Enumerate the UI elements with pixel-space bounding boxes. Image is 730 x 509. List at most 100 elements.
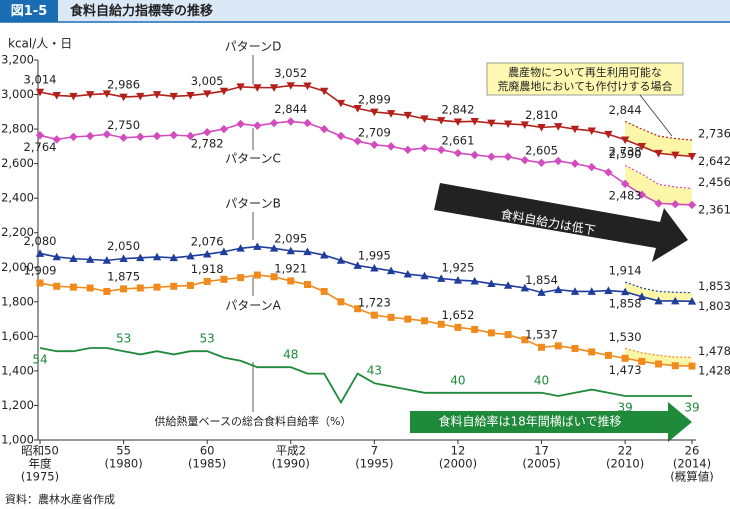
- marker: [570, 287, 580, 295]
- marker: [153, 283, 161, 291]
- marker: [236, 119, 245, 129]
- marker: [620, 136, 630, 144]
- x-tick-label: (2014): [673, 457, 711, 471]
- marker: [554, 342, 562, 350]
- marker: [220, 275, 228, 283]
- value-label: 2,361: [698, 202, 730, 216]
- marker: [103, 287, 111, 295]
- marker: [421, 317, 429, 325]
- marker: [337, 298, 345, 306]
- value-label: 53: [116, 332, 131, 346]
- value-label: 2,738: [609, 144, 642, 158]
- value-label: 3,005: [191, 74, 224, 88]
- marker: [85, 91, 95, 99]
- marker: [671, 200, 680, 209]
- marker: [202, 249, 212, 258]
- marker: [287, 277, 295, 285]
- value-label: 2,080: [24, 234, 57, 248]
- title-bar: [0, 0, 730, 22]
- title-badge: [0, 0, 58, 22]
- value-label: 1,925: [441, 261, 474, 275]
- capacity-arrow: [434, 183, 688, 262]
- marker: [85, 255, 95, 263]
- marker: [520, 155, 530, 165]
- value-label: 2,456: [698, 175, 730, 189]
- value-label: 1,478: [698, 344, 730, 358]
- marker: [570, 125, 580, 134]
- marker: [671, 151, 680, 160]
- marker: [303, 247, 312, 256]
- marker: [253, 242, 262, 250]
- upper-line: [624, 120, 693, 141]
- upper-line: [624, 164, 693, 190]
- marker: [102, 90, 112, 98]
- marker: [354, 305, 362, 313]
- marker: [136, 284, 144, 292]
- marker: [270, 273, 278, 281]
- marker: [503, 152, 513, 161]
- series-label: パターンD: [225, 40, 282, 54]
- marker: [69, 92, 78, 101]
- marker: [336, 131, 346, 141]
- marker: [437, 320, 445, 328]
- value-label: 1,914: [609, 264, 642, 278]
- gap-area: [625, 121, 692, 157]
- marker: [570, 159, 580, 168]
- marker: [320, 250, 329, 259]
- value-label: 48: [283, 348, 298, 362]
- y-tick-label: 1,400: [1, 363, 34, 377]
- figure-number: 図1-5: [11, 4, 48, 19]
- marker: [637, 143, 647, 151]
- value-label: 2,842: [441, 102, 474, 116]
- marker: [604, 130, 613, 139]
- y-tick-label: 3,200: [1, 53, 34, 67]
- marker: [638, 357, 646, 365]
- marker: [386, 266, 396, 275]
- y-tick-label: 2,600: [1, 156, 34, 170]
- marker: [687, 200, 697, 210]
- value-label: 2,750: [107, 118, 140, 132]
- value-label: 2,590: [609, 147, 642, 161]
- marker: [85, 131, 95, 141]
- marker: [136, 92, 145, 101]
- marker: [169, 130, 178, 140]
- series-line: [39, 274, 693, 367]
- chart-title: 食料自給力指標等の推移: [70, 3, 213, 19]
- marker: [370, 108, 379, 117]
- marker: [621, 354, 629, 362]
- value-label: 3,014: [24, 73, 57, 87]
- value-label: 2,782: [191, 137, 224, 151]
- value-label: 2,736: [698, 127, 730, 141]
- marker: [521, 336, 529, 344]
- marker: [587, 162, 596, 172]
- marker: [437, 274, 446, 282]
- note-pointer: [639, 94, 673, 137]
- x-tick-label: 26: [685, 444, 700, 458]
- marker: [102, 256, 112, 264]
- value-label: 2,661: [441, 134, 474, 148]
- value-label: 40: [534, 373, 549, 387]
- marker: [370, 311, 378, 319]
- marker: [237, 274, 245, 282]
- marker: [554, 285, 563, 294]
- marker: [587, 127, 596, 136]
- value-label: 1,909: [24, 263, 57, 277]
- marker: [286, 246, 295, 255]
- marker: [404, 315, 412, 323]
- marker: [504, 331, 512, 339]
- y-tick-label: 1,200: [1, 398, 34, 412]
- marker: [687, 153, 697, 161]
- marker: [186, 131, 195, 141]
- marker: [453, 118, 463, 127]
- marker: [487, 279, 496, 288]
- value-label: 1,652: [441, 308, 474, 322]
- marker: [169, 92, 178, 101]
- series-line: [39, 347, 692, 405]
- marker: [671, 362, 679, 370]
- value-label: 2,810: [525, 108, 558, 122]
- value-label: 1,537: [525, 328, 558, 342]
- value-label: 53: [200, 332, 215, 346]
- x-tick-label: 60: [200, 444, 215, 458]
- marker: [470, 117, 479, 126]
- marker: [236, 83, 245, 91]
